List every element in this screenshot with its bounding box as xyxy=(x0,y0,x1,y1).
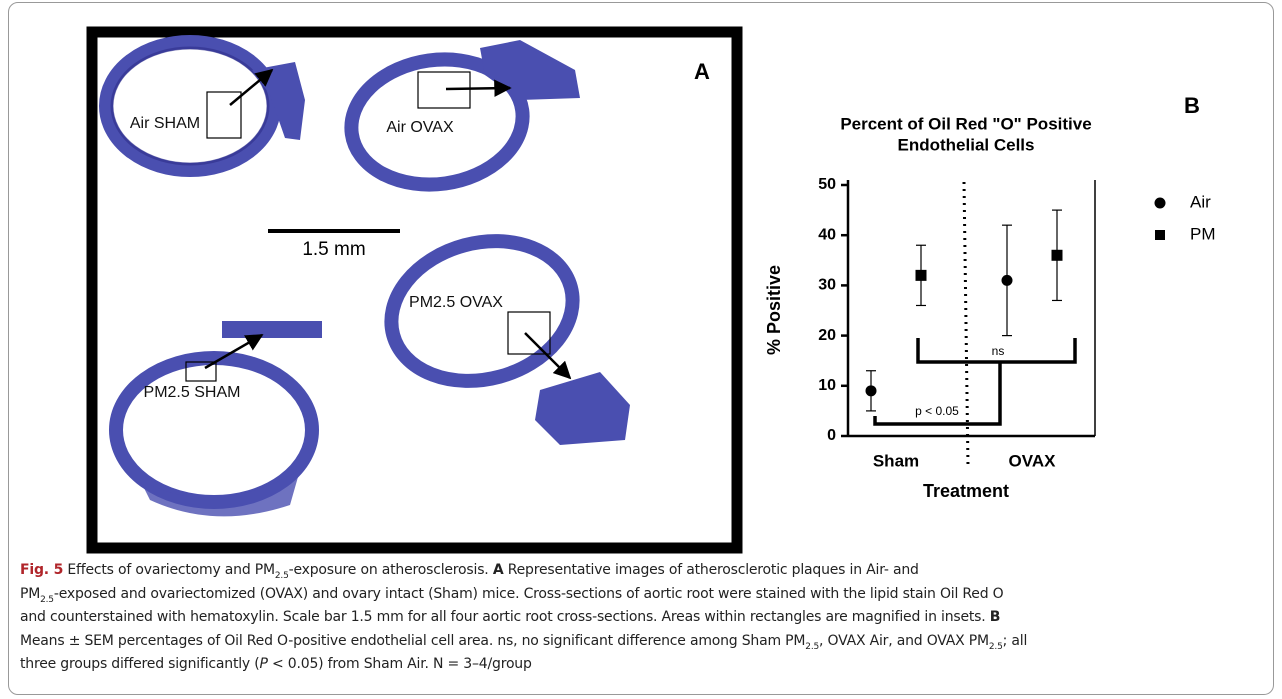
inset-image xyxy=(535,372,630,445)
x-tick-label: Sham xyxy=(873,451,919,470)
legend-label: PM xyxy=(1190,224,1216,243)
x-axis-label: Treatment xyxy=(923,481,1009,501)
section-label: PM2.5 OVAX xyxy=(409,294,503,311)
panel-a-border xyxy=(86,26,743,554)
caption-text: PM xyxy=(20,585,41,602)
caption-text: , OVAX Air, and OVAX PM xyxy=(819,632,989,649)
caption-text: -exposure on atherosclerosis. xyxy=(288,562,493,578)
y-tick-label: 0 xyxy=(827,427,836,444)
caption-line: PM2.5-exposed and ovariectomized (OVAX) … xyxy=(20,586,1027,610)
caption-text: B xyxy=(989,609,1001,625)
figure: Air SHAM Air OVAX 1.5 mm PM2.5 SHAM PM2.… xyxy=(86,26,1216,554)
panel-label: B xyxy=(1184,93,1200,118)
arrow xyxy=(229,68,274,106)
arrow xyxy=(204,333,264,370)
caption-text: 2.5 xyxy=(805,641,820,652)
figure-frame xyxy=(8,2,1274,695)
section-image xyxy=(344,52,530,192)
y-axis-label: % Positive xyxy=(764,265,784,355)
panel-label: A xyxy=(694,59,710,84)
data-point xyxy=(1001,274,1013,286)
chart-title: Percent of Oil Red "O" Positive xyxy=(840,114,1091,133)
arrow xyxy=(445,79,512,97)
inset-box xyxy=(507,311,551,355)
panel-a: Air SHAM Air OVAX 1.5 mm PM2.5 SHAM PM2.… xyxy=(86,26,743,554)
bracket xyxy=(916,338,1077,364)
inset-image xyxy=(222,321,322,338)
caption-text: three groups differed significantly ( xyxy=(20,656,260,672)
scale-bar-label: 1.5 mm xyxy=(302,239,365,260)
y-tick-label: 50 xyxy=(818,176,836,193)
caption: Fig. 5 Effects of ovariectomy and PM2.5-… xyxy=(20,562,1027,680)
caption-text: Fig. 5 xyxy=(20,562,64,578)
data-point xyxy=(1051,249,1063,261)
inset-box xyxy=(185,361,217,382)
section-label: Air SHAM xyxy=(130,115,200,132)
caption-text: 2.5 xyxy=(40,594,54,605)
inset-box xyxy=(206,91,242,139)
caption-text: 2.5 xyxy=(274,570,289,581)
y-tick-label: 30 xyxy=(818,277,836,294)
caption-line: and counterstained with hematoxylin. Sca… xyxy=(20,609,1027,633)
bracket xyxy=(873,362,1002,426)
section-image xyxy=(110,46,270,166)
data-point xyxy=(915,269,927,281)
y-tick-label: 10 xyxy=(818,377,836,394)
data-point xyxy=(865,385,877,397)
panel-b: Percent of Oil Red "O" Positive Endotheli… xyxy=(764,93,1216,501)
caption-text: Means ± SEM percentages of Oil Red O-pos… xyxy=(20,632,806,649)
arrow xyxy=(524,332,572,380)
section-image xyxy=(140,470,300,517)
caption-text: ; all xyxy=(1002,632,1028,649)
section-label: Air OVAX xyxy=(386,119,454,136)
annotation: p < 0.05 xyxy=(915,404,959,418)
caption-text: A xyxy=(492,562,504,578)
caption-line: Fig. 5 Effects of ovariectomy and PM2.5-… xyxy=(20,562,1027,586)
caption-text: P xyxy=(259,656,268,672)
caption-text: 2.5 xyxy=(988,641,1003,652)
legend-marker xyxy=(1154,197,1166,209)
x-tick-label: OVAX xyxy=(1009,451,1057,470)
caption-text: -exposed and ovariectomized (OVAX) and o… xyxy=(53,585,1004,602)
legend-label: Air xyxy=(1190,192,1211,211)
section-image xyxy=(384,234,580,388)
caption-text: < 0.05) from Sham Air. N = 3–4/group xyxy=(267,656,532,672)
caption-text: and counterstained with hematoxylin. Sca… xyxy=(20,609,990,625)
annotation: ns xyxy=(992,344,1005,358)
inset-box xyxy=(417,71,471,109)
y-tick-label: 40 xyxy=(818,226,836,243)
caption-line: Means ± SEM percentages of Oil Red O-pos… xyxy=(20,633,1027,657)
caption-text: Representative images of atherosclerotic… xyxy=(503,562,919,578)
y-tick-label: 20 xyxy=(818,327,836,344)
section-label: PM2.5 SHAM xyxy=(144,384,241,401)
legend-marker xyxy=(1155,230,1165,240)
caption-line: three groups differed significantly (P <… xyxy=(20,656,1027,680)
chart-title: Endothelial Cells xyxy=(898,135,1035,154)
caption-text: Effects of ovariectomy and PM xyxy=(63,562,275,578)
